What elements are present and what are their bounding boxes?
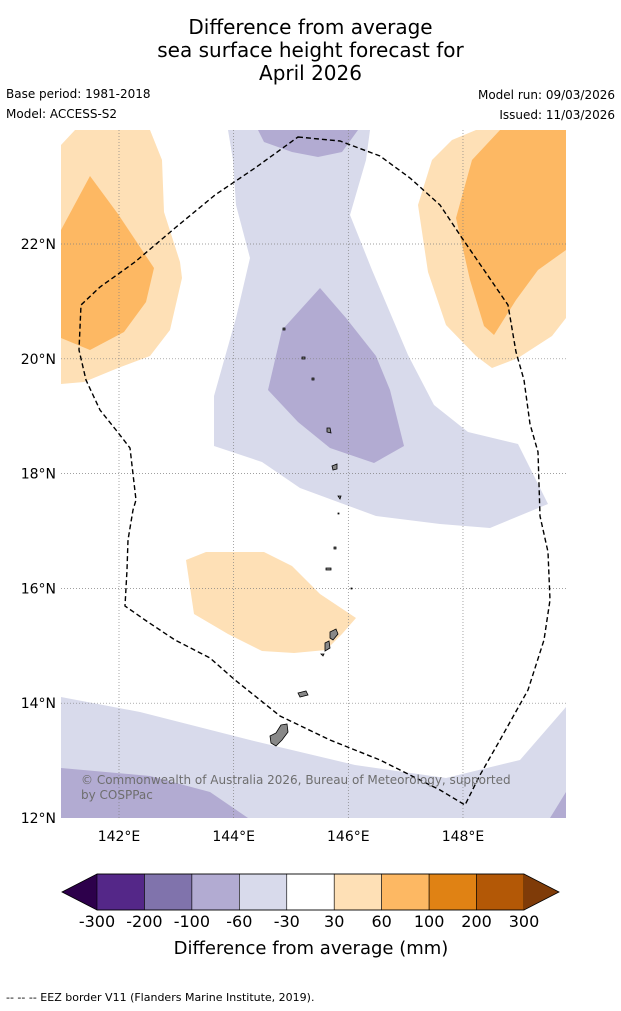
island-anatahan bbox=[325, 567, 332, 571]
island-uracas bbox=[301, 356, 306, 360]
colorbar-tick-label: -200 bbox=[126, 912, 162, 931]
colorbar-tick-label: -300 bbox=[79, 912, 115, 931]
lon-tick-label: 148°E bbox=[442, 829, 485, 845]
eez-legend-footnote: -- -- -- EEZ border V11 (Flanders Marine… bbox=[6, 991, 315, 1004]
lon-tick-label: 146°E bbox=[327, 829, 370, 845]
chart-title: Difference from average sea surface heig… bbox=[0, 16, 621, 85]
lon-tick-label: 142°E bbox=[98, 829, 141, 845]
contour-neg30-central bbox=[214, 130, 548, 528]
island-pagan bbox=[337, 495, 342, 500]
contour-pos60-east bbox=[456, 130, 566, 335]
island-north-rock bbox=[282, 327, 286, 331]
lon-tick-labels: 142°E 144°E 146°E 148°E bbox=[98, 829, 485, 845]
contour-neg60-central bbox=[268, 288, 404, 463]
lat-tick-label: 20°N bbox=[21, 352, 56, 368]
colorbar-bin bbox=[144, 873, 193, 911]
lat-tick-label: 16°N bbox=[21, 581, 56, 597]
island-alamagan bbox=[337, 512, 340, 515]
issued-label: Issued: 11/03/2026 bbox=[499, 108, 615, 122]
lat-tick-labels: 22°N 20°N 18°N 16°N 14°N 12°N bbox=[21, 237, 56, 827]
contour-pos60-west bbox=[61, 176, 154, 350]
colorbar-bin bbox=[476, 873, 525, 911]
colorbar-bin bbox=[191, 873, 240, 911]
model-label: Model: ACCESS-S2 bbox=[6, 107, 118, 121]
lat-tick-label: 22°N bbox=[21, 237, 56, 253]
colorbar-max-extension bbox=[524, 874, 559, 910]
colorbar-tick-label: -30 bbox=[274, 912, 300, 931]
colorbar-min-extension bbox=[62, 874, 97, 910]
island-aguijan bbox=[320, 653, 325, 657]
eez-border bbox=[78, 136, 551, 806]
colorbar-bin bbox=[428, 873, 477, 911]
colorbar-bin bbox=[239, 873, 288, 911]
lat-tick-label: 14°N bbox=[21, 696, 56, 712]
colorbar-tick-labels: -300 -200 -100 -60 -30 30 60 100 200 300 bbox=[79, 912, 539, 931]
island-maug bbox=[311, 377, 315, 381]
contour-neg60-top bbox=[258, 130, 358, 157]
colorbar: -300 -200 -100 -60 -30 30 60 100 200 300 Differen… bbox=[61, 873, 560, 959]
anomaly-contours bbox=[61, 130, 566, 818]
title-line-3: April 2026 bbox=[259, 61, 362, 85]
colorbar-bin bbox=[381, 873, 430, 911]
island-guam bbox=[269, 723, 289, 747]
lon-tick-label: 144°E bbox=[212, 829, 255, 845]
colorbar-tick-label: -100 bbox=[174, 912, 210, 931]
island-sarigan bbox=[333, 546, 337, 550]
title-line-2: sea surface height forecast for bbox=[157, 38, 464, 62]
island-east-rock bbox=[350, 587, 353, 590]
contour-neg60-southwest bbox=[61, 768, 248, 818]
contour-pos30-central bbox=[186, 552, 356, 653]
colorbar-bin bbox=[286, 873, 335, 911]
colorbar-tick-label: 30 bbox=[324, 912, 344, 931]
colorbar-bin bbox=[333, 873, 382, 911]
colorbar-bin bbox=[96, 873, 145, 911]
colorbar-tick-label: 300 bbox=[509, 912, 540, 931]
island-rota bbox=[297, 690, 309, 698]
island-saipan bbox=[329, 628, 339, 641]
copyright-notice: © Commonwealth of Australia 2026, Bureau… bbox=[81, 773, 511, 802]
contour-neg60-southeast bbox=[550, 792, 566, 818]
colorbar-tick-label: 200 bbox=[461, 912, 492, 931]
colorbar-tick-label: -60 bbox=[226, 912, 252, 931]
base-period-label: Base period: 1981-2018 bbox=[6, 87, 151, 101]
graticule bbox=[61, 130, 566, 818]
island-agrihan bbox=[331, 463, 338, 471]
colorbar-tick-label: 100 bbox=[414, 912, 445, 931]
colorbar-outline bbox=[61, 873, 560, 911]
colorbar-tick-label: 60 bbox=[371, 912, 391, 931]
colorbar-bins bbox=[96, 873, 525, 911]
island-tinian bbox=[324, 640, 331, 652]
title-line-1: Difference from average bbox=[188, 15, 433, 39]
lat-tick-label: 12°N bbox=[21, 811, 56, 827]
island-asuncion bbox=[326, 427, 332, 434]
model-run-label: Model run: 09/03/2026 bbox=[477, 88, 615, 102]
colorbar-label: Difference from average (mm) bbox=[174, 938, 449, 959]
islands bbox=[269, 327, 353, 747]
lat-tick-label: 18°N bbox=[21, 467, 56, 483]
